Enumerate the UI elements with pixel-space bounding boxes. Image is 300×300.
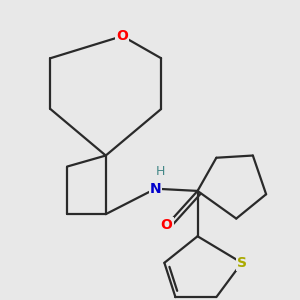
Text: S: S [237,256,247,270]
Text: N: N [150,182,161,196]
Text: O: O [116,29,128,43]
Text: O: O [161,218,172,232]
Text: H: H [155,165,165,178]
